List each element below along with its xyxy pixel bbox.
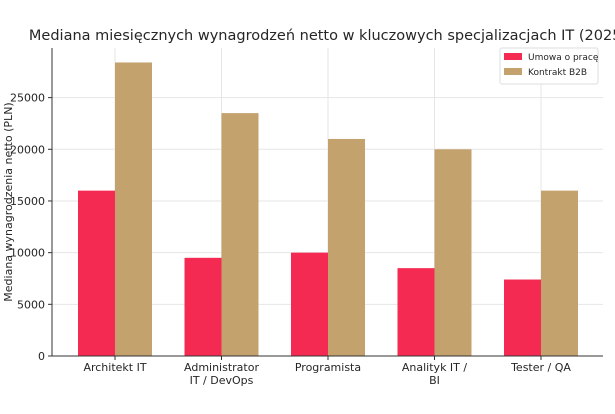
x-tick-label: Architekt IT bbox=[83, 361, 146, 374]
bar-umowa bbox=[291, 252, 328, 356]
x-tick-label: Tester / QA bbox=[510, 361, 571, 374]
bar-umowa bbox=[78, 190, 115, 356]
bar-b2b bbox=[328, 138, 365, 356]
y-tick-label: 25000 bbox=[10, 92, 45, 105]
legend-label: Umowa o pracę bbox=[528, 53, 599, 63]
bars bbox=[78, 62, 578, 357]
chart-title: Mediana miesięcznych wynagrodzeń netto w… bbox=[29, 28, 615, 44]
legend-swatch bbox=[504, 53, 522, 60]
x-tick-label: Analityk IT / bbox=[402, 361, 467, 374]
bar-umowa bbox=[504, 279, 541, 356]
bar-umowa bbox=[397, 268, 435, 356]
bar-b2b bbox=[434, 149, 472, 356]
y-tick-label: 15000 bbox=[10, 195, 45, 208]
x-tick-label: BI bbox=[429, 374, 440, 387]
x-tick-label: Programista bbox=[295, 361, 361, 374]
x-tick-label: Administrator bbox=[184, 361, 259, 374]
bar-umowa bbox=[184, 257, 222, 356]
legend-swatch bbox=[504, 68, 522, 75]
y-axis-label: Mediana wynagrodzenia netto (PLN) bbox=[2, 102, 15, 301]
bar-b2b bbox=[541, 190, 578, 356]
y-tick-label: 20000 bbox=[10, 143, 45, 156]
y-tick-label: 0 bbox=[38, 350, 45, 363]
bar-b2b bbox=[115, 62, 152, 357]
y-tick-label: 5000 bbox=[17, 298, 45, 311]
bar-b2b bbox=[221, 113, 259, 356]
x-tick-label: IT / DevOps bbox=[190, 374, 254, 387]
legend: Umowa o pracę Kontrakt B2B bbox=[499, 47, 599, 85]
legend-box bbox=[499, 47, 599, 85]
axes: 0 5000 10000 15000 20000 25000 Architekt IT Adm… bbox=[10, 48, 603, 387]
legend-label: Kontrakt B2B bbox=[528, 68, 587, 78]
y-tick-label: 10000 bbox=[10, 247, 45, 260]
